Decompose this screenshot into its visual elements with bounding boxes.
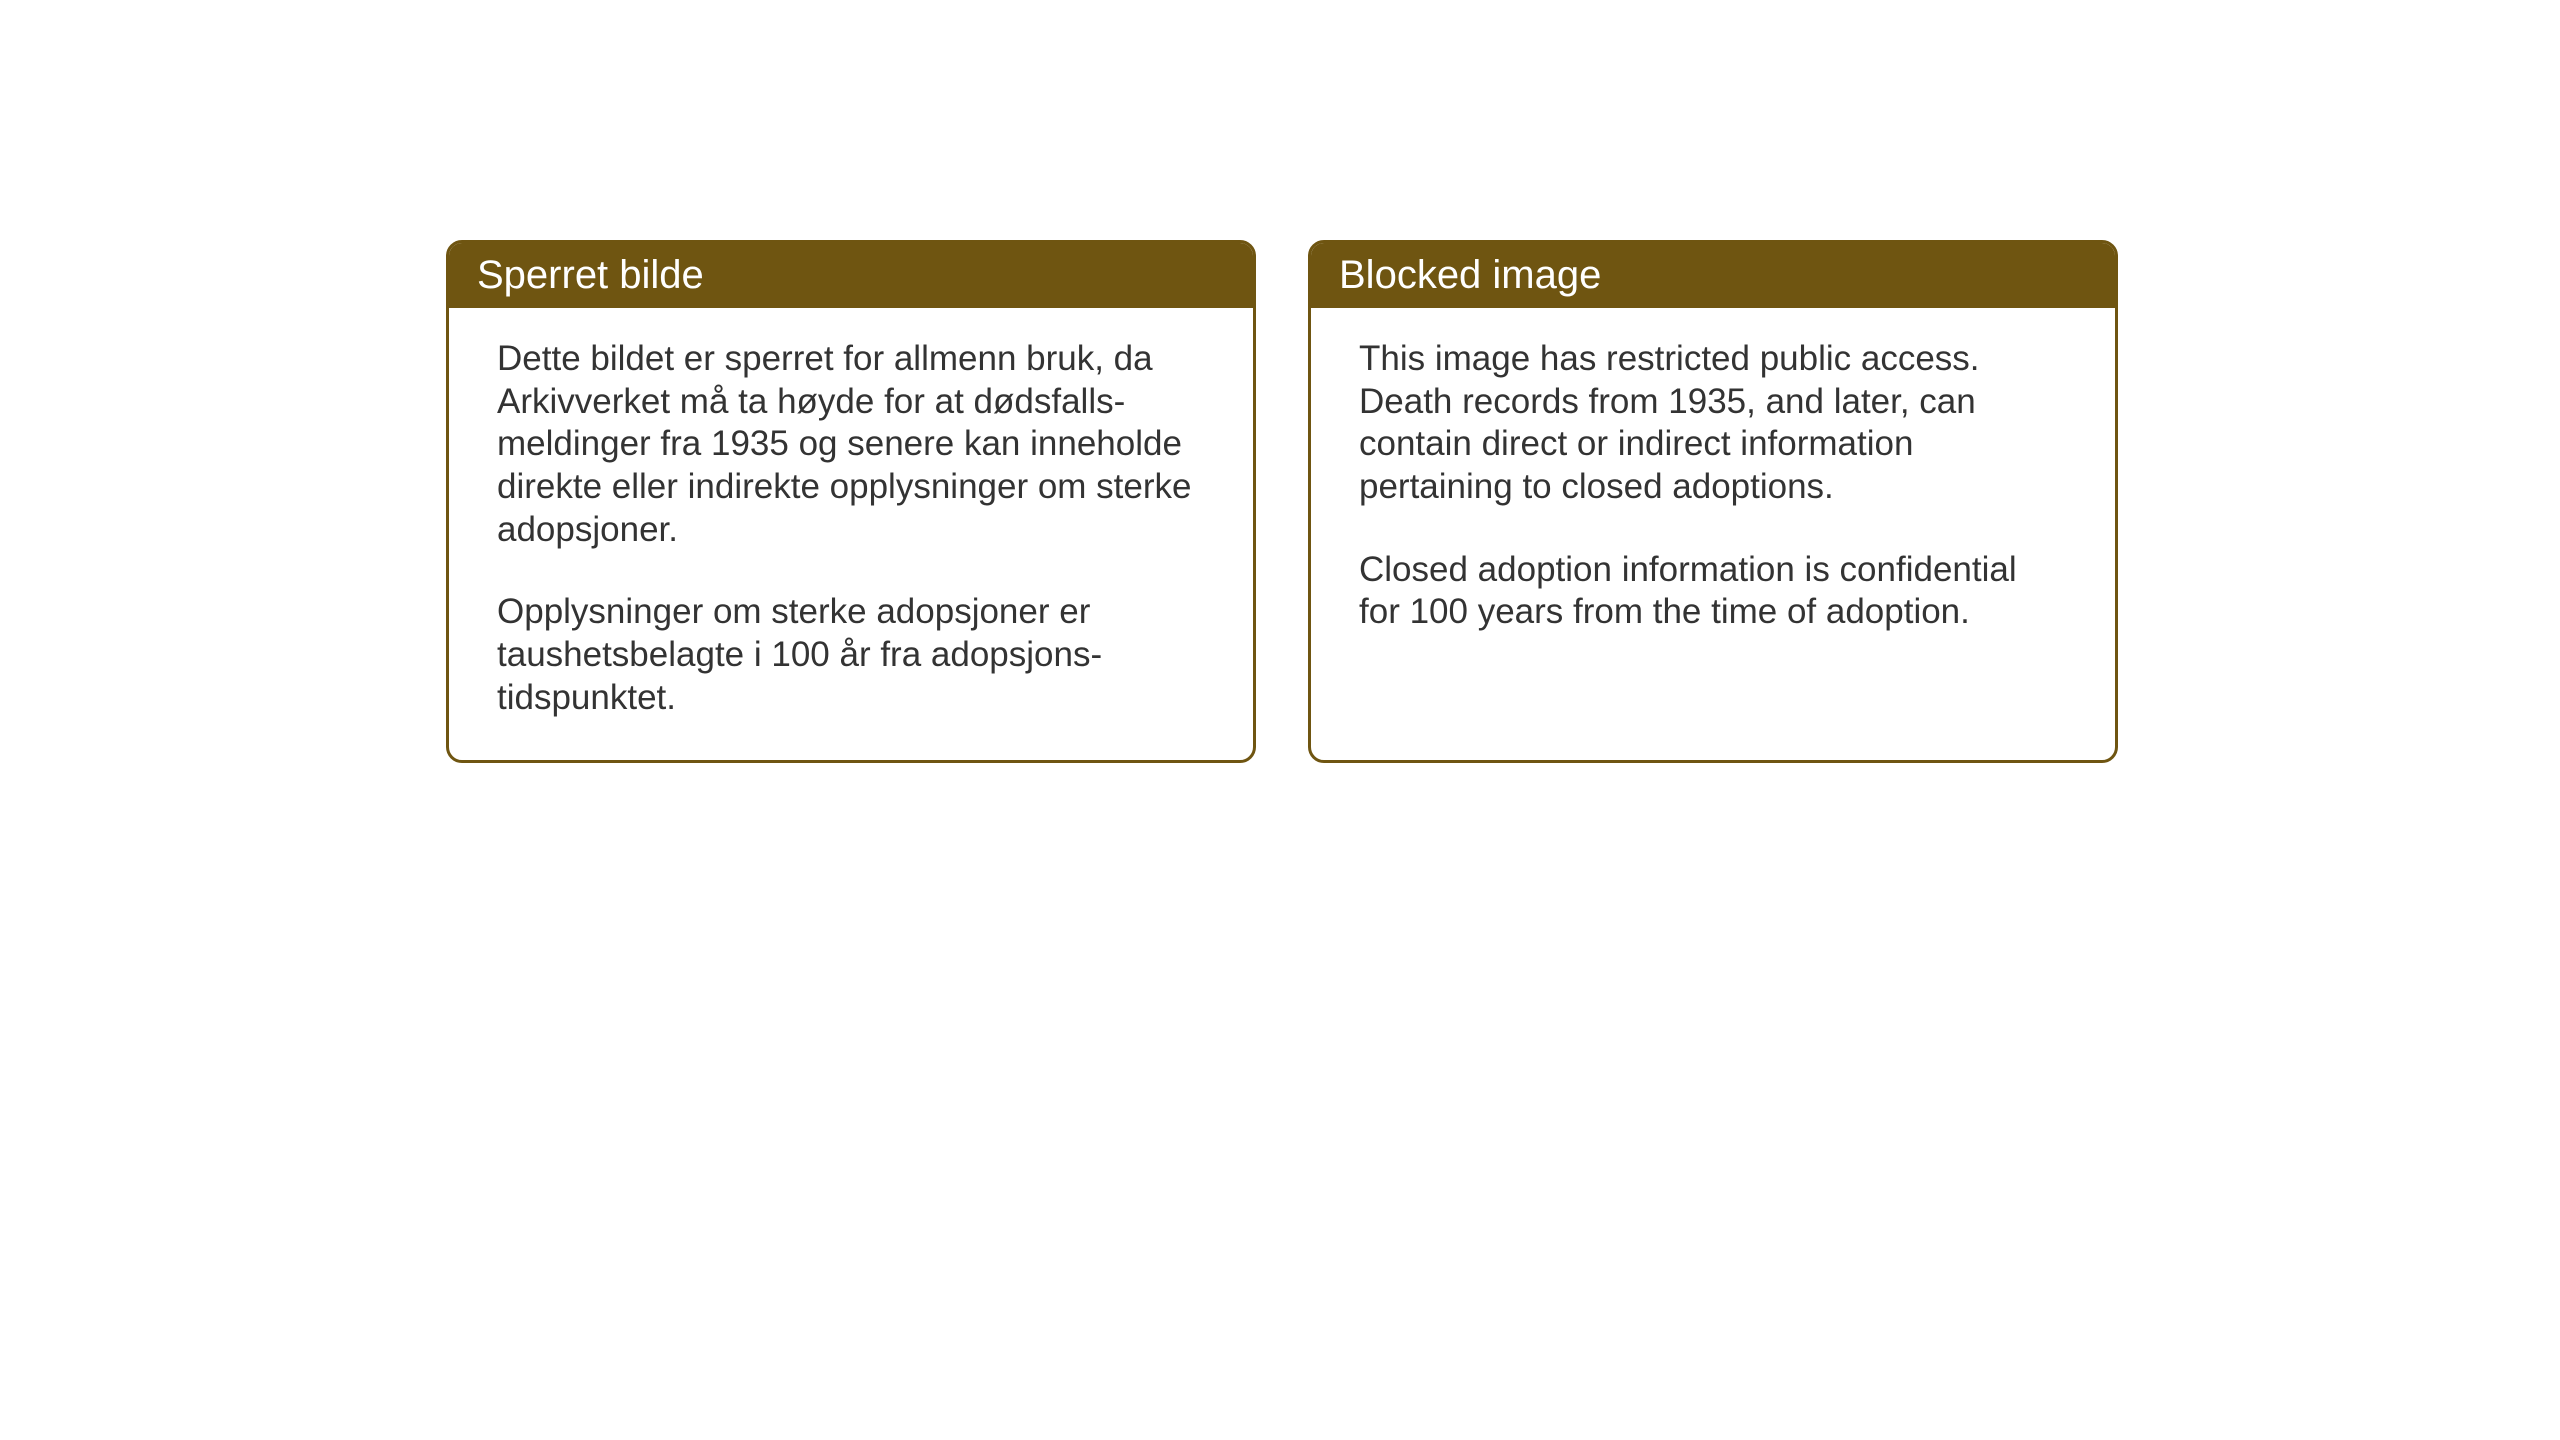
norwegian-body: Dette bildet er sperret for allmenn bruk… — [449, 308, 1253, 760]
english-paragraph-1: This image has restricted public access.… — [1359, 338, 2067, 509]
norwegian-paragraph-2: Opplysninger om sterke adopsjoner er tau… — [497, 591, 1205, 719]
english-body: This image has restricted public access.… — [1311, 308, 2115, 674]
english-header: Blocked image — [1311, 243, 2115, 308]
english-message-box: Blocked image This image has restricted … — [1308, 240, 2118, 763]
norwegian-paragraph-1: Dette bildet er sperret for allmenn bruk… — [497, 338, 1205, 551]
norwegian-message-box: Sperret bilde Dette bildet er sperret fo… — [446, 240, 1256, 763]
norwegian-header: Sperret bilde — [449, 243, 1253, 308]
english-paragraph-2: Closed adoption information is confident… — [1359, 549, 2067, 634]
message-container: Sperret bilde Dette bildet er sperret fo… — [446, 240, 2118, 763]
